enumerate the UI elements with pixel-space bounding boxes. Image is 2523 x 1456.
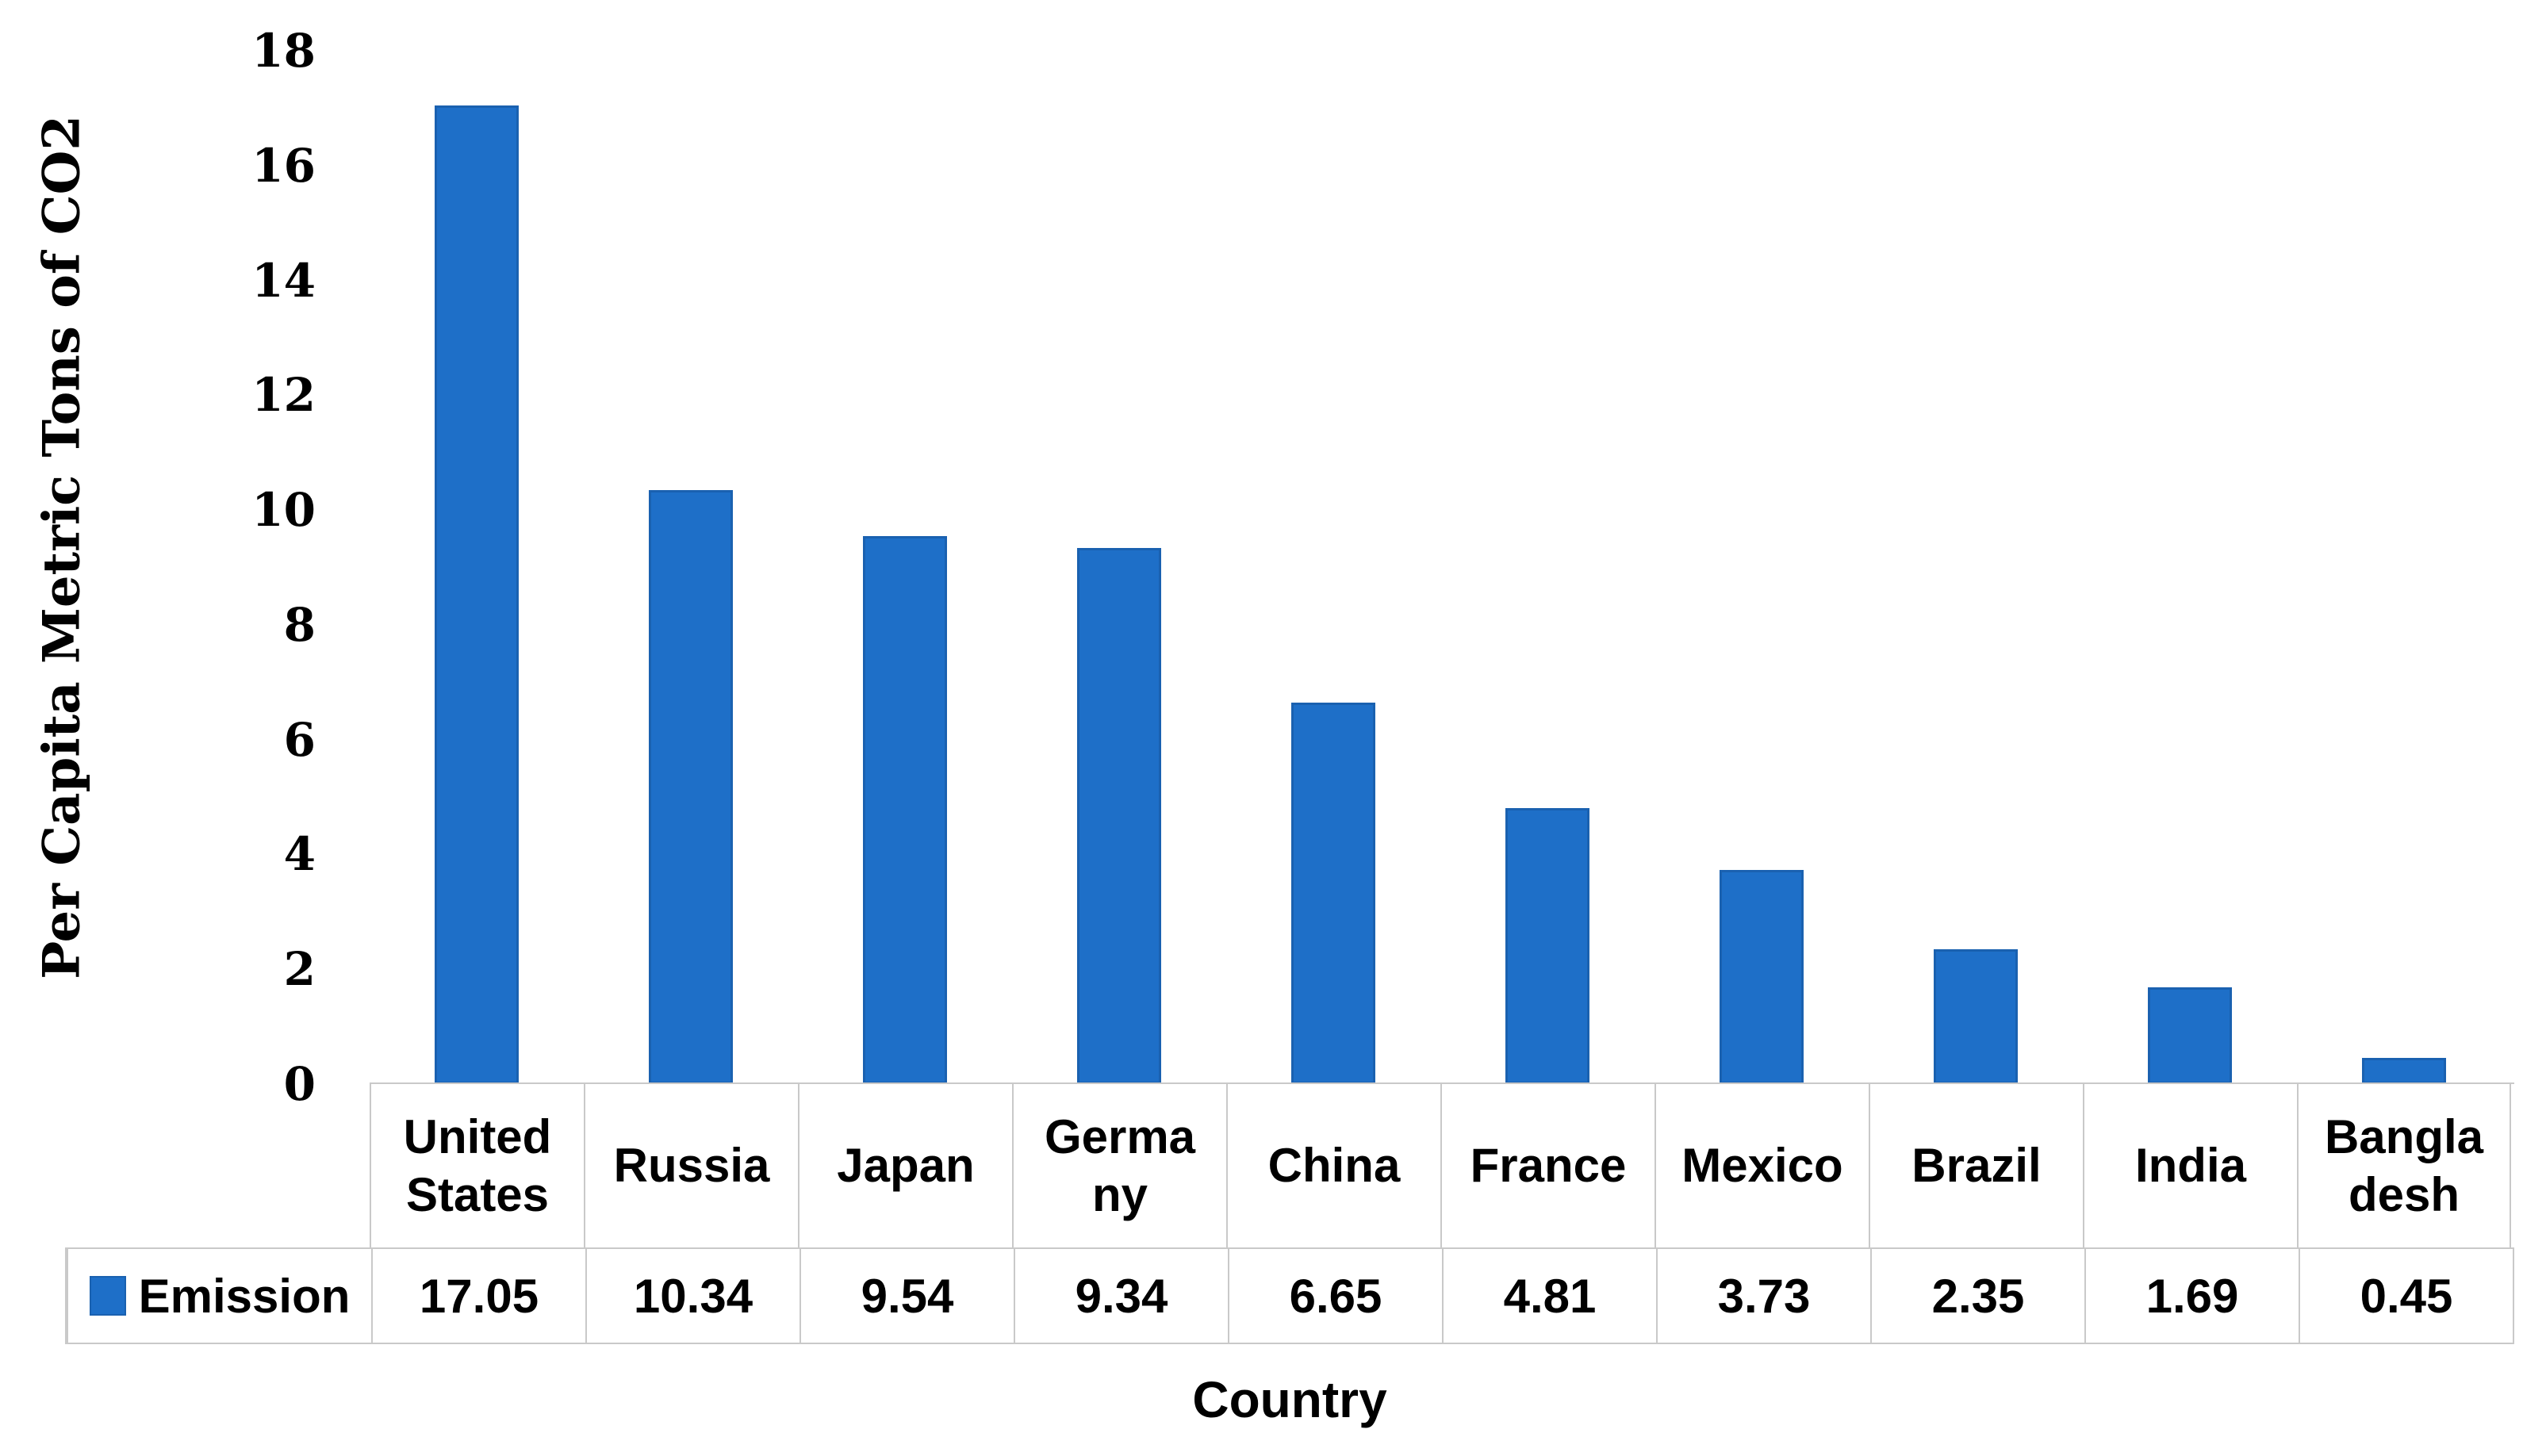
- bar-mexico: [1720, 869, 1804, 1084]
- category-label-india: India: [2083, 1084, 2297, 1247]
- value-cell-germany: 9.34: [1014, 1249, 1228, 1343]
- value-cell-mexico: 3.73: [1656, 1249, 1870, 1343]
- data-table-row: Emission 17.05 10.34 9.54 9.34 6.65 4.81 3.73 2…: [65, 1247, 2514, 1344]
- legend-color-swatch-icon: [89, 1276, 126, 1316]
- bar-germany: [1077, 547, 1161, 1084]
- bar-france: [1505, 807, 1589, 1084]
- value-cell-russia: 10.34: [585, 1249, 799, 1343]
- y-tick-0: 0: [283, 1057, 316, 1111]
- bar-brazil: [1934, 948, 2018, 1084]
- y-tick-6: 6: [283, 712, 316, 767]
- y-tick-12: 12: [251, 368, 316, 423]
- bar-united-states: [435, 105, 519, 1084]
- y-tick-18: 18: [251, 24, 316, 78]
- bar-india: [2148, 987, 2232, 1084]
- value-cell-united-states: 17.05: [371, 1249, 585, 1343]
- category-label-france: France: [1440, 1084, 1655, 1247]
- category-label-russia: Russia: [584, 1084, 798, 1247]
- value-cell-japan: 9.54: [799, 1249, 1014, 1343]
- y-tick-10: 10: [251, 483, 316, 538]
- category-label-brazil: Brazil: [1869, 1084, 2083, 1247]
- category-label-bangladesh: Bangla desh: [2297, 1084, 2511, 1247]
- category-label-japan: Japan: [798, 1084, 1012, 1247]
- bar-russia: [649, 490, 733, 1084]
- y-tick-2: 2: [283, 942, 316, 997]
- value-cell-india: 1.69: [2084, 1249, 2299, 1343]
- value-cell-china: 6.65: [1228, 1249, 1442, 1343]
- y-tick-8: 8: [283, 597, 316, 652]
- value-cell-bangladesh: 0.45: [2299, 1249, 2513, 1343]
- legend-series-label: Emission: [138, 1269, 351, 1323]
- x-axis-title: Country: [1192, 1371, 1387, 1428]
- legend-cell: Emission: [67, 1249, 371, 1343]
- category-header-row: United States Russia Japan Germa ny China Fra…: [370, 1082, 2514, 1247]
- y-tick-4: 4: [283, 827, 316, 882]
- bar-bangladesh: [2362, 1058, 2446, 1084]
- y-tick-14: 14: [251, 253, 316, 308]
- category-label-united-states: United States: [370, 1084, 584, 1247]
- value-cell-france: 4.81: [1442, 1249, 1656, 1343]
- bar-japan: [863, 536, 947, 1084]
- y-axis-title: Per Capita Metric Tons of CO2: [32, 115, 92, 979]
- category-label-china: China: [1226, 1084, 1440, 1247]
- category-label-mexico: Mexico: [1655, 1084, 1869, 1247]
- y-tick-16: 16: [251, 138, 316, 193]
- bar-china: [1291, 702, 1375, 1084]
- value-cell-brazil: 2.35: [1870, 1249, 2084, 1343]
- category-label-germany: Germa ny: [1012, 1084, 1226, 1247]
